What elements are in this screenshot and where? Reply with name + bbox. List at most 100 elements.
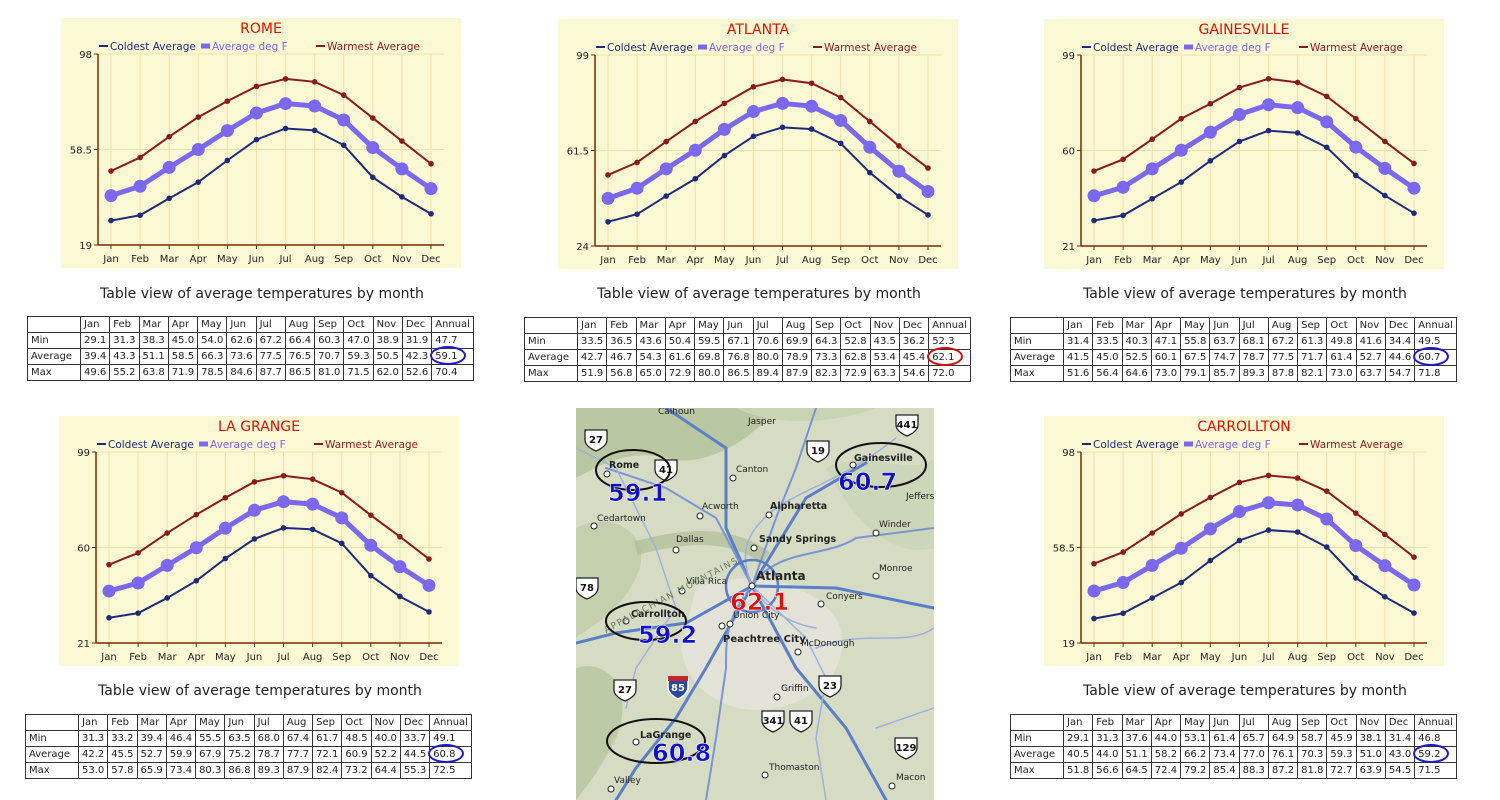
column-header: Sep (312, 714, 343, 731)
table-cell: 53.0 (77, 762, 109, 779)
data-point-warmest (1353, 510, 1359, 516)
city-marker (750, 544, 758, 552)
shield-shape (806, 440, 830, 463)
column-header: Jun (723, 317, 754, 334)
data-point-warmest (1265, 472, 1272, 479)
table-cell: 55.2 (109, 364, 140, 381)
chart-carrollton: CARROLLTON Coldest Average Average deg F Wa… (1044, 416, 1444, 666)
data-point-coldest (1294, 130, 1301, 136)
x-tick-label: Mar (160, 254, 180, 265)
table-cell: 78.9 (781, 349, 813, 366)
table-cell: 44.0 (1092, 746, 1123, 763)
highlight-ellipse (835, 442, 927, 488)
table-cell: 81.8 (1297, 762, 1328, 779)
data-point-warmest (779, 76, 786, 83)
data-point-coldest (166, 195, 172, 202)
legend-label: Average deg F (709, 42, 785, 54)
data-point-warmest (135, 550, 141, 556)
table-cell: 55.3 (399, 762, 431, 779)
x-tick-label: May (215, 652, 236, 663)
city-marker (590, 522, 598, 530)
city-label: Conyers (826, 592, 863, 602)
x-tick-label: Sep (831, 255, 850, 266)
table-cell: 80.0 (752, 349, 783, 366)
table-row: Max 51.9 56.8 65.0 72.9 80.0 86.5 89.4 87.9 82.3 7… (524, 365, 971, 382)
table-row: Min 31.3 33.2 39.4 46.4 55.5 63.5 68.0 67.4 61.7 4… (25, 730, 472, 747)
column-header: Jan (1062, 317, 1094, 334)
x-tick-label: Jul (1262, 652, 1275, 663)
table-cell: 71.7 (1297, 349, 1328, 366)
data-point-warmest (1120, 156, 1126, 163)
data-point-average (395, 162, 409, 176)
chart-lagrange: LA GRANGE Coldest Average Average deg F War… (59, 416, 459, 666)
data-point-coldest (222, 555, 229, 562)
annual-cell: 52.3 (928, 333, 971, 350)
column-header: Oct (840, 317, 871, 334)
x-tick-label: Sep (1317, 255, 1336, 266)
x-tick-label: Aug (305, 254, 325, 265)
table-row: Min 29.1 31.3 37.6 44.0 53.1 61.4 65.7 64.9 58.7 4… (1010, 730, 1457, 747)
data-point-warmest (896, 143, 902, 149)
table-cell: 66.4 (284, 332, 316, 349)
data-point-coldest (1178, 179, 1185, 185)
x-tick-label: Apr (188, 652, 206, 663)
data-point-warmest (1323, 488, 1330, 494)
data-point-warmest (280, 472, 287, 479)
data-point-coldest (280, 525, 287, 531)
shield-number: 41 (794, 716, 808, 727)
table-cell: 76.1 (1267, 746, 1299, 763)
annual-cell: 46.8 (1414, 730, 1457, 747)
data-point-average (131, 576, 145, 590)
x-tick-label: Oct (1347, 652, 1364, 663)
table-cell: 36.5 (606, 333, 637, 350)
table-cell: 59.3 (1326, 746, 1357, 763)
table-cell: 48.5 (341, 730, 372, 747)
series-line-coldest (1093, 129, 1415, 222)
data-point-coldest (368, 572, 374, 579)
table-cell: 55.5 (195, 730, 226, 747)
city-marker (718, 622, 726, 630)
data-point-average (422, 578, 436, 592)
city-label: Union City (733, 611, 780, 621)
city-label: Rome (609, 460, 639, 471)
legend-label: Coldest Average (607, 42, 693, 54)
legend-item-coldest: Coldest Average (99, 41, 196, 53)
table-cell: 64.3 (811, 333, 842, 350)
table-cell: 45.0 (1092, 349, 1123, 366)
table-row: Average 40.5 44.0 51.1 58.2 66.2 73.4 77.0 76.1 7… (1010, 744, 1457, 763)
table-cell: 67.1 (723, 333, 754, 350)
table-cell: 54.5 (1384, 762, 1416, 779)
data-point-coldest (311, 127, 318, 134)
column-header: Nov (370, 714, 401, 731)
legend-label: Warmest Average (327, 41, 420, 53)
y-tick-label: 61.5 (567, 147, 589, 158)
table-cell: 72.9 (664, 365, 696, 382)
table-cell: 34.4 (1384, 333, 1416, 350)
column-header: Apr (1150, 714, 1182, 731)
data-point-warmest (338, 489, 345, 496)
x-tick-label: Aug (1288, 652, 1308, 663)
legend-label: Coldest Average (1093, 42, 1179, 54)
table-cell: 42.7 (576, 349, 608, 366)
x-tick-label: Mar (1143, 652, 1163, 663)
column-header: Jul (255, 316, 286, 333)
column-header: Aug (1267, 714, 1299, 731)
data-point-warmest (1353, 115, 1359, 122)
data-point-coldest (253, 136, 260, 143)
table-cell: 59.3 (343, 348, 374, 365)
table-cell: 51.6 (1062, 365, 1094, 382)
table-cell: 89.3 (1238, 365, 1269, 382)
shield-number: 27 (618, 685, 632, 696)
table-cell: 74.7 (1209, 349, 1240, 366)
shield-shape (613, 679, 637, 702)
shield-shape (761, 710, 785, 733)
column-header: Dec (1384, 714, 1416, 731)
data-point-average (688, 143, 702, 157)
annual-cell: 62.1 (927, 347, 971, 366)
city-label: Valley (614, 776, 642, 786)
table-cell: 39.4 (136, 730, 167, 747)
table-cell: 80.0 (694, 365, 725, 382)
data-point-coldest (108, 217, 114, 224)
data-point-average (277, 495, 291, 509)
legend-label: Warmest Average (1310, 439, 1403, 451)
